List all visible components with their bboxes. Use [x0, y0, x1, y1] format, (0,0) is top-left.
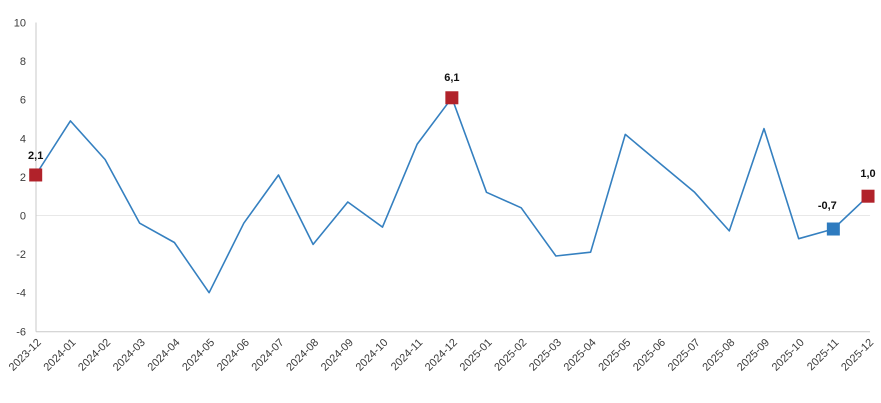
x-axis-tick-label: 2024-11	[389, 337, 425, 373]
y-axis-tick-label: 2	[20, 172, 26, 184]
data-line	[35, 97, 869, 294]
x-axis-tick-label: 2023-12	[7, 337, 44, 374]
y-axis-tick-label: 8	[20, 56, 26, 68]
y-axis-tick-label: 6	[20, 95, 26, 107]
point-value-label: 2,1	[28, 150, 43, 162]
x-axis-tick-label: 2025-10	[770, 337, 807, 374]
x-axis-tick-label: 2024-07	[250, 337, 287, 374]
x-axis-tick-label: 2024-09	[319, 337, 356, 374]
y-axis-tick-label: 4	[20, 133, 26, 145]
x-axis-tick-label: 2024-10	[354, 337, 391, 374]
y-axis-tick-label: 10	[14, 18, 26, 30]
point-value-label: -0,7	[818, 200, 837, 212]
x-axis-tick-label: 2025-12	[839, 337, 876, 374]
point-value-label: 6,1	[444, 72, 459, 84]
x-axis-tick-label: 2024-06	[215, 337, 252, 374]
y-axis-tick-label: 0	[20, 211, 26, 223]
y-axis-tick-label: -6	[16, 326, 26, 338]
x-axis-tick-label: 2024-03	[111, 337, 148, 374]
x-axis-tick-label: 2025-04	[562, 337, 599, 374]
point-value-label: 1,0	[860, 168, 875, 180]
x-axis-tick-label: 2024-04	[146, 337, 183, 374]
x-axis-tick-label: 2025-07	[666, 337, 703, 374]
x-axis-tick-label: 2025-11	[805, 337, 841, 373]
x-axis-tick-label: 2025-05	[596, 337, 633, 374]
x-axis-tick-label: 2025-08	[700, 337, 737, 374]
x-axis-tick-label: 2025-01	[458, 337, 495, 374]
x-axis-tick-label: 2025-09	[735, 337, 772, 374]
x-axis-tick-label: 2025-06	[631, 337, 668, 374]
highlight-marker	[445, 91, 459, 105]
x-axis-tick-label: 2025-02	[492, 337, 529, 374]
x-axis-tick-label: 2024-01	[41, 337, 78, 374]
highlight-marker	[861, 189, 875, 203]
x-axis-tick-label: 2024-12	[423, 337, 460, 374]
highlight-marker	[29, 168, 43, 182]
x-axis-tick-label: 2025-03	[527, 337, 564, 374]
y-axis-tick-label: -2	[16, 249, 26, 261]
x-axis-tick-label: 2024-05	[180, 337, 217, 374]
highlight-marker	[826, 222, 840, 236]
x-axis-tick-label: 2024-08	[284, 337, 321, 374]
y-axis-tick-label: -4	[16, 288, 26, 300]
x-axis-tick-label: 2024-02	[76, 337, 113, 374]
